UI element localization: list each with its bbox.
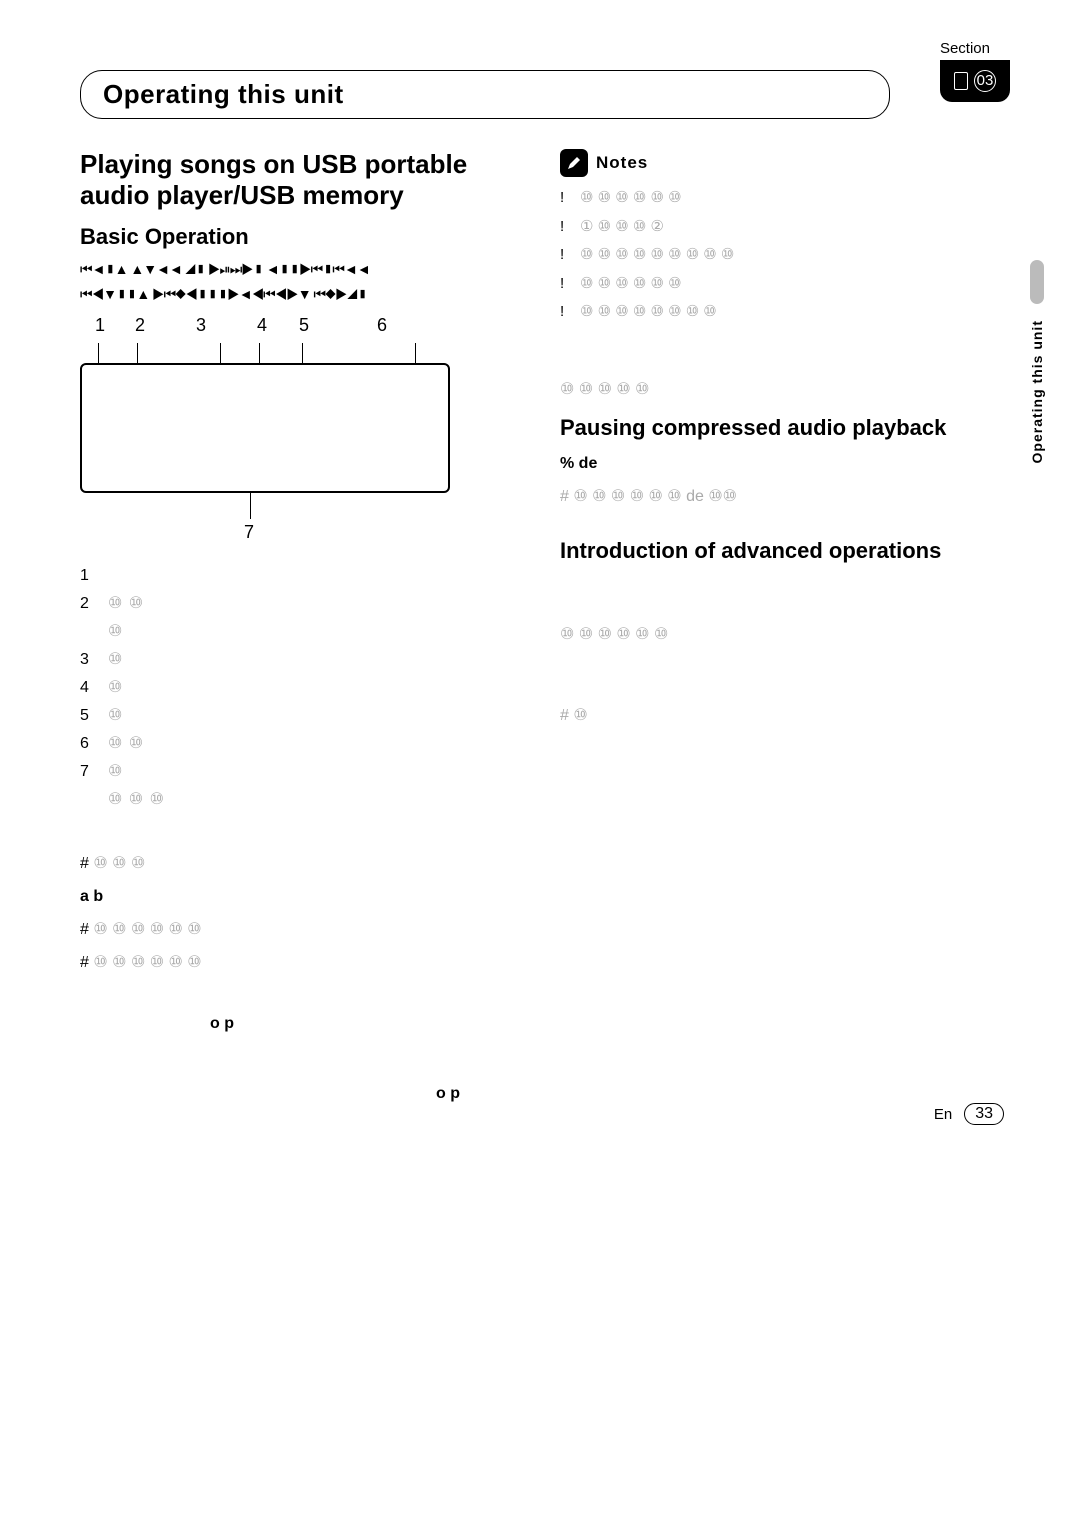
diagram-label-4: 4 [242,312,282,339]
list-item: 6 ⑩ ⑩ [80,732,520,756]
side-tab: Operating this unit [1024,260,1050,463]
display-diagram: 1 2 3 4 5 6 7 [80,312,520,546]
diagram-label-2: 2 [120,312,160,339]
pausing-note: # ⑩ ⑩ ⑩ ⑩ ⑩ ⑩ de ⑩⑩ [560,485,1000,510]
book-icon [954,72,968,90]
note-tail: ⑩ ⑩ ⑩ ⑩ ⑩ [560,378,1000,403]
diagram-top-labels: 1 2 3 4 5 6 [80,312,520,339]
list-item: ⑩ ⑩ ⑩ [80,788,520,812]
advanced-para: ⑩ ⑩ ⑩ ⑩ ⑩ ⑩ [560,623,1000,648]
notes-header: Notes [560,149,1000,177]
note-item: ! ⑩ ⑩ ⑩ ⑩ ⑩ ⑩ ⑩ ⑩ [560,301,1000,324]
list-item: 2 ⑩ ⑩ [80,592,520,616]
footer-lang: En [934,1106,952,1123]
diagram-label-6: 6 [326,312,438,339]
content-columns: Playing songs on USB portable audio play… [80,149,1010,1115]
control-icons-row-1: ⏮◄▮▲ ▲▼◄◄ ◢▮ ▶⏯⏭▶▮ ◄▮▮▶⏮▮⏮◄◄ [80,261,520,278]
page-title-bar: Operating this unit [80,70,890,119]
side-tab-marker [1030,260,1044,304]
control-icons-row-2: ⏮◀▼▮▮▲ ▶⏮◆◀▮▮▮▶◄◀⏮◀▶▼ ⏮◆▶◢▮ [80,286,520,303]
pausing-step: % de [560,452,1000,477]
diagram-label-1: 1 [80,312,120,339]
diagram-label-3: 3 [160,312,242,339]
notes-title: Notes [596,150,648,176]
right-column: Notes ! ⑩ ⑩ ⑩ ⑩ ⑩ ⑩ ! ① ⑩ ⑩ ⑩ [560,149,1000,1115]
manual-page: Section 03 Operating this unit Operating… [0,0,1080,1175]
diagram-bottom-tick [250,493,520,519]
pencil-icon [560,149,588,177]
list-item: 4 ⑩ [80,676,520,700]
bold-a-b: a b [80,885,520,910]
instruction-1: # ⑩ ⑩ ⑩ [80,852,520,877]
diagram-label-5: 5 [282,312,326,339]
bold-o-p-2: o p [80,1082,520,1107]
note-item: ! ① ⑩ ⑩ ⑩ ② [560,216,1000,239]
note-item: ! ⑩ ⑩ ⑩ ⑩ ⑩ ⑩ ⑩ ⑩ ⑩ [560,244,1000,267]
note-item: ! ⑩ ⑩ ⑩ ⑩ ⑩ ⑩ [560,273,1000,296]
list-item: ⑩ [80,620,520,644]
bold-o-p: o p [80,1012,520,1037]
instruction-2: # ⑩ ⑩ ⑩ ⑩ ⑩ ⑩ [80,918,520,943]
heading-advanced: Introduction of advanced operations [560,537,1000,565]
note-item: ! ⑩ ⑩ ⑩ ⑩ ⑩ ⑩ [560,187,1000,210]
heading-pausing: Pausing compressed audio playback [560,414,1000,442]
page-footer: En 33 [934,1103,1004,1125]
indicator-list: 1 2 ⑩ ⑩ ⑩ 3 ⑩ 4 ⑩ 5 ⑩ 6 ⑩ [80,564,520,812]
diagram-ticks [80,343,520,365]
heading-playing-songs: Playing songs on USB portable audio play… [80,149,520,211]
list-item: 5 ⑩ [80,704,520,728]
display-screen [80,363,450,493]
list-item: 3 ⑩ [80,648,520,672]
list-item: 1 [80,564,520,588]
footer-page-number: 33 [964,1103,1004,1125]
section-label: Section [940,40,990,57]
section-number: 03 [974,70,996,92]
page-title: Operating this unit [103,79,867,110]
instruction-3: # ⑩ ⑩ ⑩ ⑩ ⑩ ⑩ [80,951,520,976]
list-item: 7 ⑩ [80,760,520,784]
heading-basic-operation: Basic Operation [80,223,520,251]
diagram-label-7: 7 [244,519,520,546]
left-column: Playing songs on USB portable audio play… [80,149,520,1115]
advanced-para2: # ⑩ [560,704,1000,729]
section-badge: 03 [940,60,1010,102]
side-tab-text: Operating this unit [1029,320,1045,463]
